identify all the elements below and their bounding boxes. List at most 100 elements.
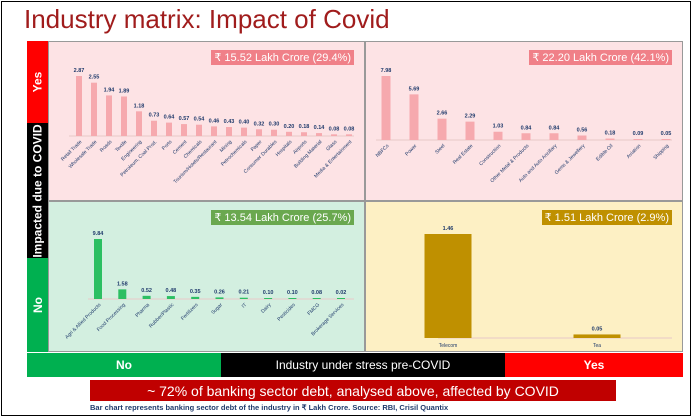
data-label: 0.32 [254,121,265,127]
bar [271,129,277,136]
total-badge: ₹ 1.51 Lakh Crore (2.9%) [541,210,672,225]
bar [256,129,262,136]
data-label: 9.84 [93,231,105,237]
bar [288,298,297,299]
data-label: 0.14 [314,125,326,131]
data-label: 0.02 [336,290,347,296]
data-label: 0.43 [224,119,235,125]
data-label: 1.89 [119,88,130,94]
total-badge: ₹ 22.20 Lakh Crore (42.1%) [529,50,672,65]
data-label: 0.73 [149,113,160,119]
bar [424,234,472,338]
category-label: Dairy [260,302,273,315]
data-label: 0.10 [263,290,274,296]
summary-banner: ~ 72% of banking sector debt, analysed a… [90,380,616,401]
bar [633,139,643,140]
bar [337,298,345,299]
bar [241,127,247,136]
category-label: Hospitals [275,139,294,158]
bar [549,133,559,140]
bar [316,133,322,136]
data-label: 0.08 [344,126,355,132]
category-label: Edible Oil [595,143,614,162]
category-label: Sugar [210,302,224,316]
bar-chart: 1.46 Telecom 0.05 Tea [424,226,672,349]
category-label: Gems & Jewellery [554,143,587,176]
bar [166,122,172,136]
bar [381,76,391,140]
category-label: Roads [99,139,114,154]
category-label: Construction [478,143,502,167]
category-label: NBFCs [375,143,391,159]
data-label: 0.48 [166,288,177,294]
category-label: Steel [434,143,446,155]
category-label: Pesticides [276,302,297,323]
data-label: 0.54 [194,117,206,123]
data-label: 0.35 [190,289,201,295]
category-label: Ports [161,139,174,152]
total-badge: ₹ 15.52 Lakh Crore (29.4%) [211,50,354,65]
category-label: Tea [593,343,601,349]
bar [166,296,175,299]
category-label: Building Material [293,139,323,169]
data-label: 1.94 [104,87,116,93]
bar [239,297,248,299]
page-title: Industry matrix: Impact of Covid [24,4,390,34]
data-label: 1.58 [117,281,128,287]
bar [521,133,531,140]
data-label: 0.05 [592,326,603,332]
total-badge: ₹ 13.54 Lakh Crore (25.7%) [211,210,354,225]
bar-chart: 7.98 NBFCs 5.69 Power 2.66 Steel 2.29 Real Esta… [375,68,672,184]
category-label: Shipping [652,143,670,161]
category-label: Aviation [626,143,643,160]
quadrant-covid-no-stress-no: 9.84 Agri & Allied Products 1.58 Food Proce… [48,201,365,352]
data-label: 0.05 [661,131,672,137]
data-label: 0.20 [284,124,295,130]
quadrant-covid-no-stress-yes: 1.46 Telecom 0.05 Tea ₹ 1.51 Lakh Crore (2.9… [365,201,683,352]
bar [573,334,621,338]
data-label: 0.08 [311,290,322,296]
category-label: Real Estate [452,143,475,166]
data-label: 0.57 [179,116,190,122]
category-label: Agri & Allied Products [64,302,103,341]
data-label: 0.18 [605,131,616,137]
data-label: 1.03 [493,124,504,130]
bar [605,138,615,140]
data-label: 5.69 [409,86,420,92]
y-no-label: No [27,258,48,352]
x-yes-label: Yes [505,353,683,377]
data-label: 2.55 [89,75,100,81]
bar [577,135,587,140]
bar [226,127,232,136]
data-label: 7.98 [381,68,392,74]
footnote: Bar chart represents banking sector debt… [90,403,449,412]
category-label: Pharma [134,302,151,319]
bar [142,295,151,299]
bar [94,239,102,299]
data-label: 1.18 [134,103,145,109]
category-label: IT [241,302,248,309]
category-label: Rubber/Plastic [148,302,176,330]
data-label: 2.29 [465,114,476,120]
x-no-label: No [27,353,221,377]
data-label: 0.64 [164,115,176,121]
data-label: 0.30 [269,122,280,128]
bar [331,134,337,136]
data-label: 0.46 [209,118,220,124]
quadrant-covid-yes-stress-yes: 7.98 NBFCs 5.69 Power 2.66 Steel 2.29 Real Esta… [365,41,683,201]
bar [215,297,224,299]
y-yes-label: Yes [27,41,48,123]
x-axis-label: Industry under stress pre-COVID [221,353,505,377]
bar [151,120,157,136]
category-label: Telecom [439,343,458,349]
bar [264,298,273,299]
category-label: Power [404,143,419,158]
bar [661,139,671,140]
data-label: 0.10 [287,290,298,296]
data-label: 0.56 [577,128,588,134]
bar [121,96,127,136]
y-axis-label: Impacted due to COVID [27,123,48,258]
